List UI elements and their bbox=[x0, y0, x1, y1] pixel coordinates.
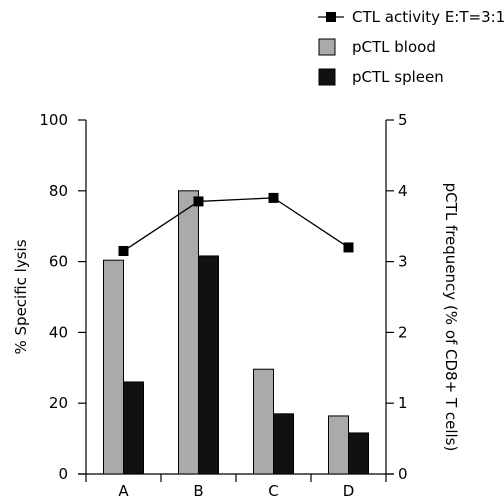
bar-pctl-blood bbox=[178, 190, 199, 475]
bar-pctl-spleen bbox=[273, 413, 294, 475]
right-tick-label: 3 bbox=[398, 253, 408, 271]
line-point-ctl-activity bbox=[343, 242, 354, 253]
left-tick-label: 20 bbox=[49, 394, 68, 412]
bar-pctl-spleen bbox=[198, 255, 219, 475]
bar-pctl-spleen bbox=[123, 381, 144, 475]
left-axis-title: % Specific lysis bbox=[12, 239, 30, 354]
right-axis-title: pCTL frequency (% of CD8+ T cells) bbox=[442, 183, 460, 452]
legend-label-ctl-activity: CTL activity E:T=3:1 bbox=[352, 8, 504, 26]
legend-swatch-pctl-blood bbox=[318, 38, 336, 56]
x-tick-label: C bbox=[268, 482, 278, 500]
x-tick-label: D bbox=[343, 482, 355, 500]
left-tick-label: 40 bbox=[49, 323, 68, 341]
legend-swatch-pctl-spleen bbox=[318, 68, 336, 86]
left-tick-label: 80 bbox=[49, 182, 68, 200]
right-tick-label: 4 bbox=[398, 182, 408, 200]
left-tick-label: 100 bbox=[39, 111, 68, 129]
line-ctl-activity bbox=[123, 197, 349, 252]
legend-line-marker bbox=[326, 12, 336, 22]
right-tick-label: 0 bbox=[398, 465, 408, 483]
legend-label-pctl-spleen: pCTL spleen bbox=[352, 68, 444, 86]
bar-pctl-blood bbox=[253, 368, 274, 475]
x-tick-label: B bbox=[193, 482, 203, 500]
x-tick-label: A bbox=[118, 482, 129, 500]
bar-pctl-blood bbox=[328, 415, 349, 475]
left-tick-label: 0 bbox=[58, 465, 68, 483]
line-point-ctl-activity bbox=[193, 196, 204, 207]
line-point-ctl-activity bbox=[118, 245, 129, 256]
bar-pctl-blood bbox=[103, 259, 124, 475]
line-point-ctl-activity bbox=[268, 192, 279, 203]
right-tick-label: 2 bbox=[398, 323, 408, 341]
bar-pctl-spleen bbox=[348, 432, 369, 475]
legend-label-pctl-blood: pCTL blood bbox=[352, 38, 436, 56]
left-tick-label: 60 bbox=[49, 253, 68, 271]
right-tick-label: 1 bbox=[398, 394, 408, 412]
right-tick-label: 5 bbox=[398, 111, 408, 129]
